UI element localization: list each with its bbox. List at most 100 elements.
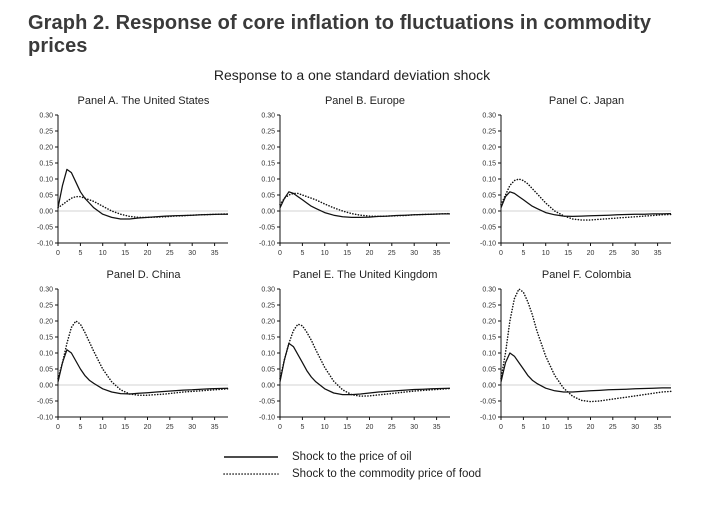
svg-text:0.05: 0.05: [39, 366, 53, 373]
panel-plot: 0.30 0.25 0.20 0.15 0.10 0.05 0.00 -0.05 -0.100 5…: [37, 286, 229, 431]
svg-text:10: 10: [99, 250, 107, 257]
panel: Panel E. The United Kingdom 0.30 0.25 0.20…: [250, 269, 455, 433]
svg-text:0.30: 0.30: [261, 286, 275, 293]
svg-text:-0.10: -0.10: [259, 414, 275, 421]
svg-text:-0.05: -0.05: [37, 224, 53, 231]
svg-text:-0.05: -0.05: [480, 398, 496, 405]
panel-title: Panel D. China: [106, 269, 181, 281]
panel-title: Panel F. Colombia: [541, 269, 632, 281]
svg-text:20: 20: [365, 424, 373, 431]
svg-text:30: 30: [410, 424, 418, 431]
svg-text:0.00: 0.00: [261, 208, 275, 215]
svg-text:10: 10: [320, 424, 328, 431]
svg-text:35: 35: [432, 424, 440, 431]
svg-text:0: 0: [56, 424, 60, 431]
panel: Panel C. Japan 0.30 0.25 0.20 0.15 0.10 0.05 0…: [471, 95, 676, 259]
panel-plot: 0.30 0.25 0.20 0.15 0.10 0.05 0.00 -0.05 -0.100 5…: [259, 286, 451, 431]
svg-text:5: 5: [521, 250, 525, 257]
svg-text:0: 0: [499, 250, 503, 257]
svg-text:0.00: 0.00: [39, 208, 53, 215]
solid-line-sample-icon: [224, 456, 278, 458]
svg-text:-0.10: -0.10: [480, 414, 496, 421]
svg-text:0.25: 0.25: [482, 302, 496, 309]
svg-text:15: 15: [343, 250, 351, 257]
panel-title: Panel C. Japan: [548, 95, 625, 107]
panel: Panel D. China 0.30 0.25 0.20 0.15 0.10 0.05 0…: [28, 269, 233, 433]
svg-text:0.00: 0.00: [261, 382, 275, 389]
svg-text:0.20: 0.20: [482, 144, 496, 151]
svg-text:0.15: 0.15: [39, 160, 53, 167]
svg-text:0.25: 0.25: [39, 128, 53, 135]
svg-text:-0.05: -0.05: [259, 398, 275, 405]
panel: Panel B. Europe 0.30 0.25 0.20 0.15 0.10 0.05…: [250, 95, 455, 259]
figure-title: Graph 2. Response of core inflation to f…: [28, 12, 652, 57]
svg-text:0.30: 0.30: [39, 112, 53, 119]
svg-text:5: 5: [78, 250, 82, 257]
panel-plot: 0.30 0.25 0.20 0.15 0.10 0.05 0.00 -0.05 -0.100 5…: [480, 112, 672, 257]
svg-text:0.00: 0.00: [482, 208, 496, 215]
svg-text:30: 30: [188, 424, 196, 431]
legend: Shock to the price of oil Shock to the c…: [0, 451, 704, 480]
svg-text:0.10: 0.10: [261, 350, 275, 357]
svg-text:20: 20: [144, 250, 152, 257]
legend-item-oil: Shock to the price of oil: [222, 451, 482, 463]
panel: Panel F. Colombia 0.30 0.25 0.20 0.15 0.10 0.…: [471, 269, 676, 433]
svg-text:0.20: 0.20: [482, 318, 496, 325]
svg-text:0.10: 0.10: [39, 350, 53, 357]
svg-text:0: 0: [56, 250, 60, 257]
svg-text:0.05: 0.05: [482, 192, 496, 199]
svg-text:20: 20: [365, 250, 373, 257]
svg-text:0.05: 0.05: [261, 366, 275, 373]
svg-text:5: 5: [300, 424, 304, 431]
svg-text:0.15: 0.15: [482, 334, 496, 341]
svg-text:-0.05: -0.05: [259, 224, 275, 231]
legend-label-food: Shock to the commodity price of food: [292, 468, 482, 480]
svg-text:15: 15: [564, 250, 572, 257]
svg-text:35: 35: [432, 250, 440, 257]
svg-text:0.20: 0.20: [261, 144, 275, 151]
svg-text:10: 10: [542, 250, 550, 257]
svg-text:0: 0: [499, 424, 503, 431]
svg-text:0.25: 0.25: [39, 302, 53, 309]
svg-text:0.20: 0.20: [261, 318, 275, 325]
svg-text:30: 30: [410, 250, 418, 257]
panel-plot: 0.30 0.25 0.20 0.15 0.10 0.05 0.00 -0.05 -0.100 5…: [37, 112, 229, 257]
svg-text:-0.10: -0.10: [37, 240, 53, 247]
svg-text:15: 15: [343, 424, 351, 431]
svg-text:0.15: 0.15: [482, 160, 496, 167]
svg-text:30: 30: [631, 424, 639, 431]
svg-text:0.25: 0.25: [261, 302, 275, 309]
svg-text:25: 25: [609, 424, 617, 431]
svg-text:0.05: 0.05: [261, 192, 275, 199]
svg-text:0.00: 0.00: [39, 382, 53, 389]
panel-plot: 0.30 0.25 0.20 0.15 0.10 0.05 0.00 -0.05 -0.100 5…: [480, 286, 672, 431]
svg-text:0: 0: [278, 250, 282, 257]
svg-text:35: 35: [654, 424, 662, 431]
svg-text:0.10: 0.10: [261, 176, 275, 183]
dotted-line-sample-icon: [223, 473, 279, 475]
panel-title: Panel A. The United States: [77, 95, 210, 107]
svg-text:-0.10: -0.10: [37, 414, 53, 421]
svg-text:35: 35: [211, 250, 219, 257]
svg-text:20: 20: [587, 250, 595, 257]
figure-subtitle: Response to a one standard deviation sho…: [213, 67, 491, 83]
panel-title: Panel E. The United Kingdom: [292, 269, 438, 281]
legend-label-oil: Shock to the price of oil: [292, 451, 412, 463]
svg-text:30: 30: [631, 250, 639, 257]
svg-text:20: 20: [144, 424, 152, 431]
svg-text:25: 25: [387, 250, 395, 257]
svg-text:0.15: 0.15: [261, 334, 275, 341]
svg-text:0.20: 0.20: [39, 318, 53, 325]
svg-text:0.20: 0.20: [39, 144, 53, 151]
svg-text:0.25: 0.25: [482, 128, 496, 135]
svg-text:15: 15: [121, 250, 129, 257]
legend-item-food: Shock to the commodity price of food: [222, 468, 482, 480]
svg-text:10: 10: [320, 250, 328, 257]
svg-text:0.10: 0.10: [482, 176, 496, 183]
svg-text:0.05: 0.05: [39, 192, 53, 199]
panel-plot: 0.30 0.25 0.20 0.15 0.10 0.05 0.00 -0.05 -0.100 5…: [259, 112, 451, 257]
svg-text:-0.10: -0.10: [480, 240, 496, 247]
svg-text:15: 15: [564, 424, 572, 431]
panel: Panel A. The United States 0.30 0.25 0.20 0…: [28, 95, 233, 259]
